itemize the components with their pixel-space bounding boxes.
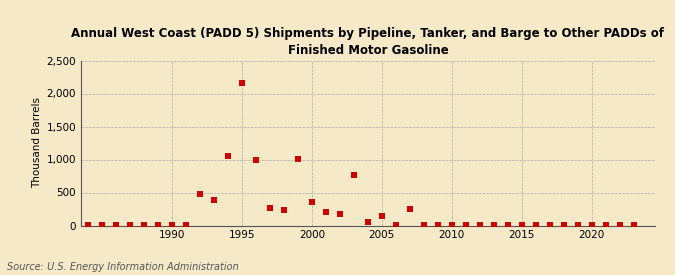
Point [489, 223, 500, 228]
Point [502, 223, 513, 228]
Point [236, 81, 247, 85]
Point [223, 153, 234, 158]
Y-axis label: Thousand Barrels: Thousand Barrels [32, 98, 43, 188]
Point [433, 223, 443, 228]
Point [572, 223, 583, 228]
Point [475, 223, 485, 228]
Point [377, 214, 387, 218]
Point [348, 172, 359, 177]
Point [628, 223, 639, 228]
Point [587, 223, 597, 228]
Point [153, 223, 163, 228]
Point [82, 223, 93, 228]
Point [600, 223, 611, 228]
Point [558, 223, 569, 228]
Point [306, 200, 317, 205]
Point [138, 223, 149, 228]
Point [390, 223, 401, 227]
Point [97, 223, 107, 228]
Point [111, 223, 122, 228]
Point [446, 223, 457, 228]
Point [460, 223, 471, 228]
Point [279, 207, 290, 212]
Point [209, 197, 219, 202]
Point [292, 157, 303, 161]
Point [335, 212, 346, 216]
Point [180, 223, 191, 228]
Point [250, 158, 261, 162]
Point [418, 223, 429, 228]
Point [194, 192, 205, 197]
Point [265, 206, 275, 211]
Point [167, 223, 178, 228]
Point [545, 223, 556, 228]
Point [531, 223, 541, 228]
Point [614, 223, 625, 228]
Point [125, 223, 136, 228]
Point [321, 210, 331, 214]
Title: Annual West Coast (PADD 5) Shipments by Pipeline, Tanker, and Barge to Other PAD: Annual West Coast (PADD 5) Shipments by … [72, 27, 664, 57]
Point [516, 223, 527, 228]
Point [404, 207, 415, 211]
Text: Source: U.S. Energy Information Administration: Source: U.S. Energy Information Administ… [7, 262, 238, 272]
Point [362, 220, 373, 224]
